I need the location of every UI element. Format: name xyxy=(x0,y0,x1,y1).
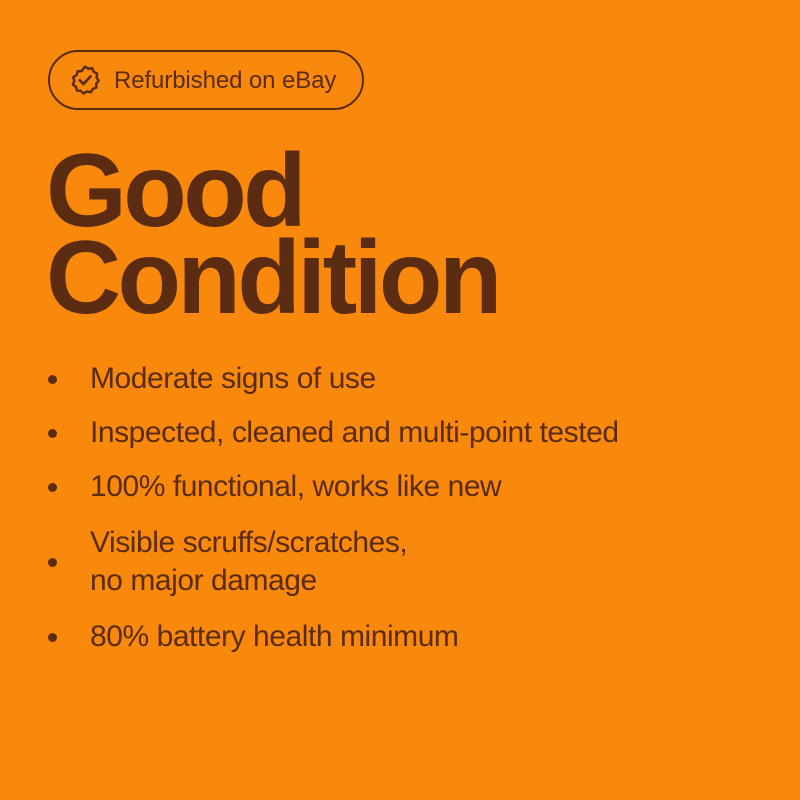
list-item-label: Inspected, cleaned and multi-point teste… xyxy=(90,415,619,449)
list-item: Inspected, cleaned and multi-point teste… xyxy=(48,406,768,460)
list-item-label: 100% functional, works like new xyxy=(90,469,502,503)
list-item: Moderate signs of use xyxy=(48,352,768,406)
bullet-dot-icon xyxy=(48,428,57,438)
list-item: 80% battery health minimum xyxy=(48,610,768,664)
bullet-dot-icon xyxy=(48,374,57,384)
bullet-dot-icon xyxy=(48,482,57,492)
list-item: Visible scruffs/scratches, no major dama… xyxy=(48,514,768,610)
condition-feature-list: Moderate signs of use Inspected, cleaned… xyxy=(48,352,768,664)
verified-rosette-check-icon xyxy=(70,65,100,95)
bullet-dot-icon xyxy=(48,632,57,642)
list-item: 100% functional, works like new xyxy=(48,460,768,514)
bullet-dot-icon xyxy=(48,557,57,567)
refurbished-badge-label: Refurbished on eBay xyxy=(114,66,337,94)
list-item-label: 80% battery health minimum xyxy=(90,619,459,653)
list-item-label: Moderate signs of use xyxy=(90,361,376,395)
refurbished-badge: Refurbished on eBay xyxy=(48,50,365,110)
list-item-label: Visible scruffs/scratches, no major dama… xyxy=(90,525,408,597)
page-title: Good Condition xyxy=(46,133,502,337)
